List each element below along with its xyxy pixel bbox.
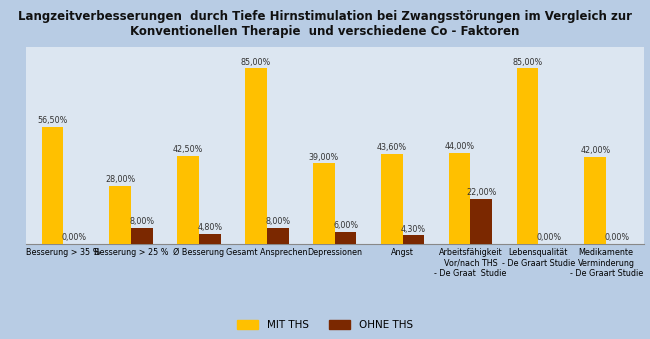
Text: 85,00%: 85,00%	[512, 58, 543, 66]
Bar	[448, 153, 471, 244]
Bar	[199, 234, 221, 244]
Bar	[109, 186, 131, 244]
Bar	[313, 163, 335, 244]
Text: 42,00%: 42,00%	[580, 146, 610, 156]
Text: Langzeitverbesserungen  durch Tiefe Hirnstimulation bei Zwangsstörungen im Vergl: Langzeitverbesserungen durch Tiefe Hirns…	[18, 10, 632, 38]
Text: 22,00%: 22,00%	[466, 188, 497, 197]
Legend: MIT THS, OHNE THS: MIT THS, OHNE THS	[237, 320, 413, 331]
Text: 28,00%: 28,00%	[105, 176, 135, 184]
Bar	[471, 199, 492, 244]
Text: 39,00%: 39,00%	[309, 153, 339, 162]
Text: 42,50%: 42,50%	[173, 145, 203, 155]
Text: 44,00%: 44,00%	[445, 142, 474, 151]
Text: 8,00%: 8,00%	[129, 217, 155, 226]
Bar	[245, 68, 267, 244]
Text: 43,60%: 43,60%	[377, 143, 407, 152]
Text: 8,00%: 8,00%	[265, 217, 291, 226]
Bar	[177, 156, 199, 244]
Text: 85,00%: 85,00%	[241, 58, 271, 66]
Text: 4,30%: 4,30%	[401, 224, 426, 234]
Text: 4,80%: 4,80%	[198, 223, 222, 233]
Text: 0,00%: 0,00%	[604, 234, 630, 242]
Text: 56,50%: 56,50%	[37, 117, 68, 125]
Bar	[402, 235, 424, 244]
Bar	[42, 127, 63, 244]
Bar	[267, 227, 289, 244]
Bar	[335, 232, 356, 244]
Bar	[517, 68, 538, 244]
Text: 6,00%: 6,00%	[333, 221, 358, 230]
Text: 0,00%: 0,00%	[62, 234, 86, 242]
Text: 0,00%: 0,00%	[537, 234, 562, 242]
Bar	[381, 154, 402, 244]
Bar	[584, 157, 606, 244]
Bar	[131, 227, 153, 244]
